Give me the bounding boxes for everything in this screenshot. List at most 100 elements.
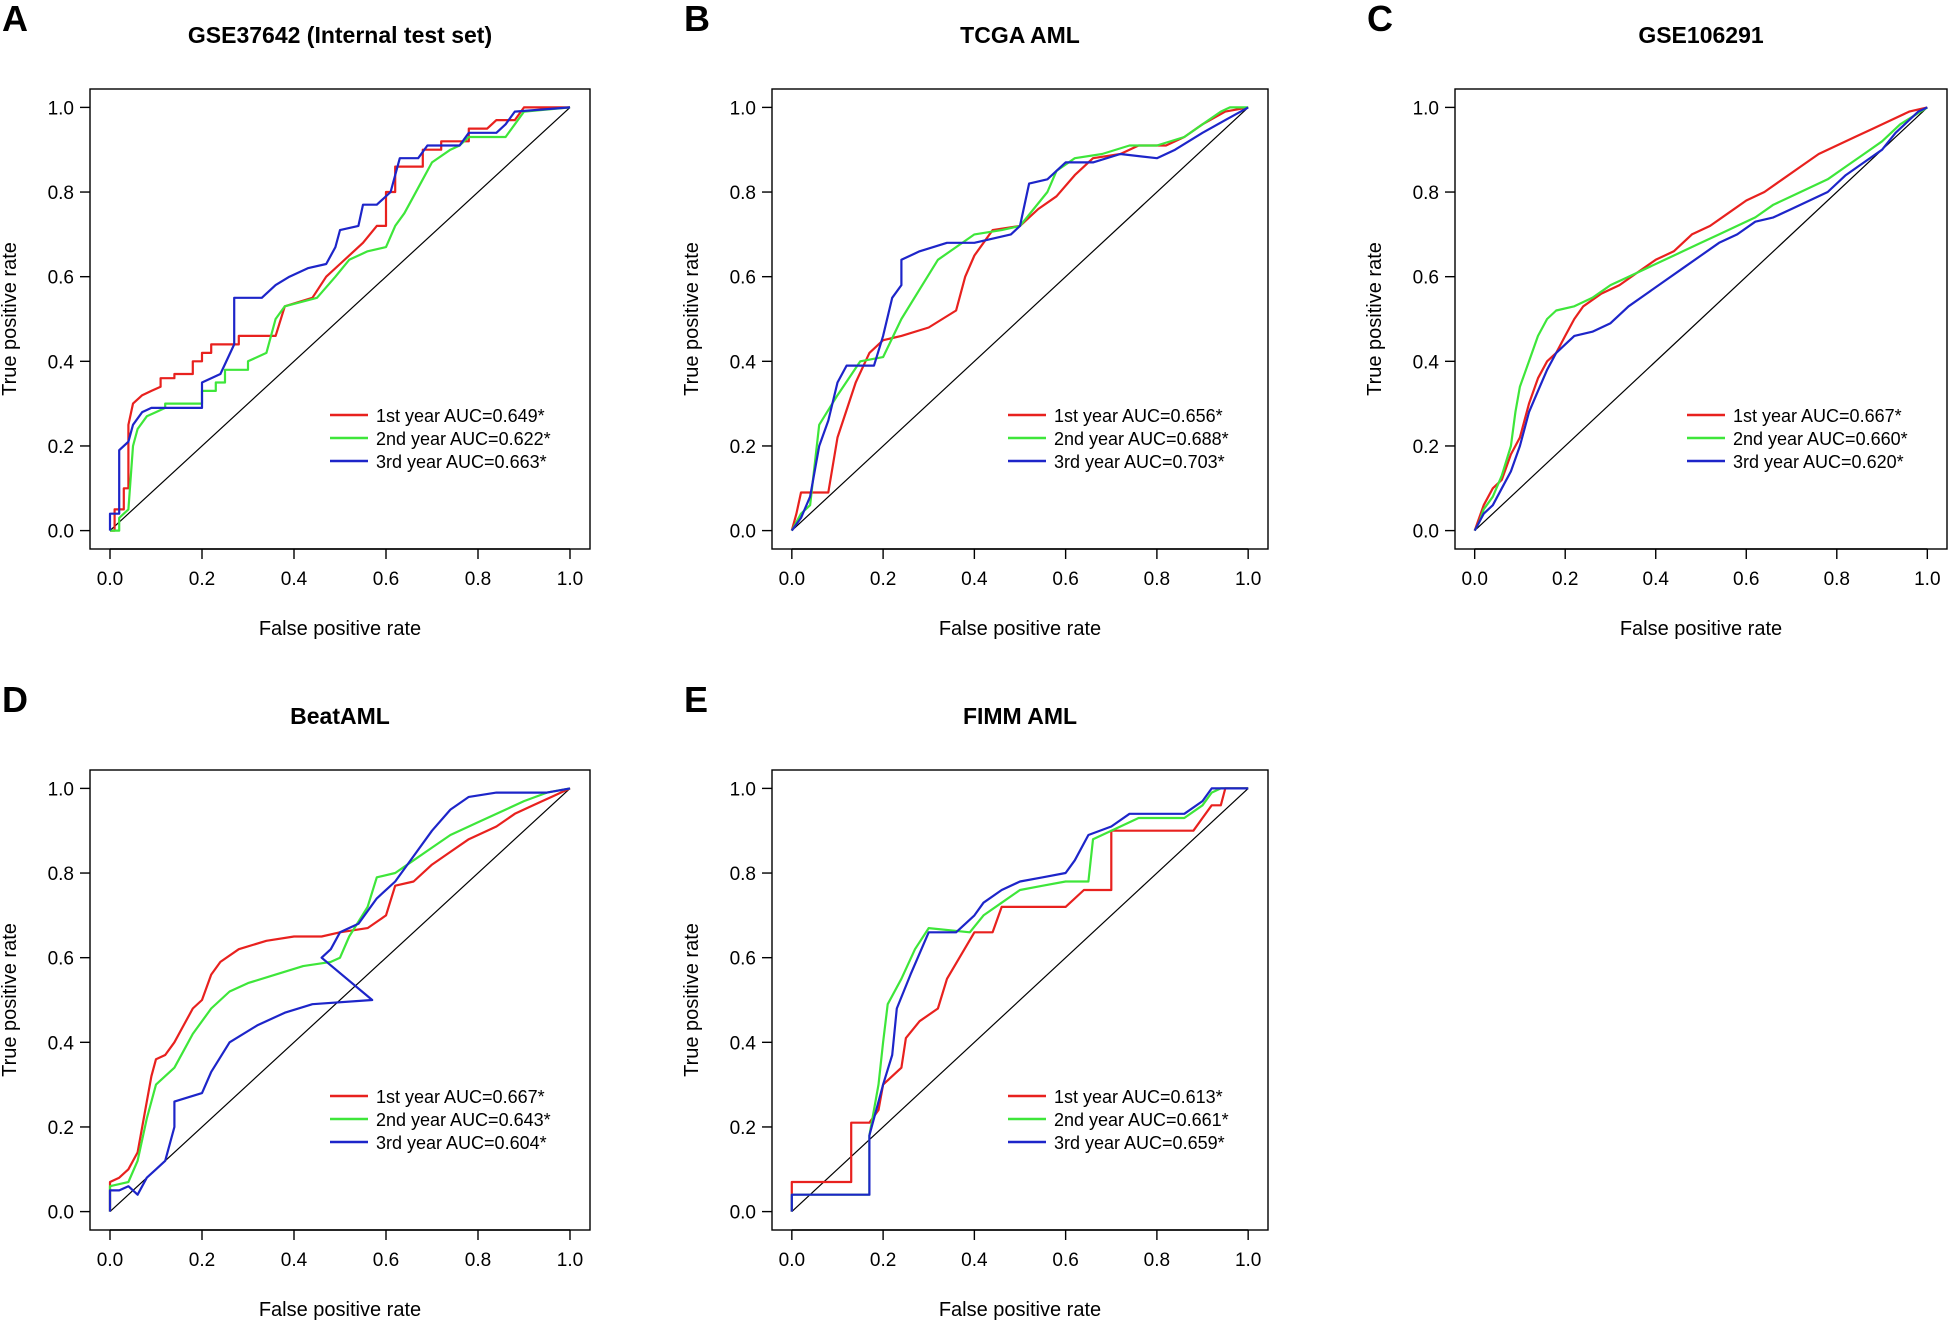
y-tick-label: 0.2 [48, 1118, 74, 1139]
x-tick-label: 0.6 [1052, 569, 1078, 590]
x-tick-label: 1.0 [1235, 1250, 1261, 1271]
reference-diagonal [791, 787, 1249, 1213]
y-tick-label: 0.0 [730, 522, 756, 543]
x-tick-label: 1.0 [1235, 569, 1261, 590]
y-axis: 0.0 0.2 0.4 0.6 0.8 1.0 [730, 98, 772, 543]
x-axis-title: False positive rate [259, 618, 421, 640]
x-tick-label: 0.2 [870, 569, 896, 590]
x-axis: 0.0 0.2 0.4 0.6 0.8 1.0 [97, 548, 583, 590]
chart-title: BeatAML [290, 703, 390, 729]
legend: 1st year AUC=0.667* 2nd year AUC=0.660* 3r… [1687, 406, 1908, 472]
x-tick-label: 0.2 [870, 1250, 896, 1271]
y-tick-label: 0.0 [730, 1203, 756, 1224]
legend-label-2: 2nd year AUC=0.661* [1054, 1110, 1229, 1130]
panel-letter: A [2, 0, 28, 39]
y-axis-title: True positive rate [681, 923, 703, 1077]
panel-letter: E [684, 679, 708, 720]
roc-line-3 [108, 106, 571, 531]
y-axis-title: True positive rate [1364, 242, 1386, 396]
legend-label-3: 3rd year AUC=0.663* [376, 452, 547, 472]
y-tick-label: 0.4 [48, 352, 75, 373]
legend: 1st year AUC=0.667* 2nd year AUC=0.643* 3r… [330, 1087, 551, 1153]
roc-line-3 [108, 787, 571, 1212]
y-tick-label: 0.6 [48, 268, 74, 289]
legend: 1st year AUC=0.649* 2nd year AUC=0.622* 3r… [330, 406, 551, 472]
x-axis: 0.0 0.2 0.4 0.6 0.8 1.0 [779, 548, 1261, 590]
x-tick-label: 0.4 [961, 1250, 988, 1271]
y-tick-label: 1.0 [48, 98, 74, 119]
roc-line-1 [108, 787, 571, 1212]
x-tick-label: 0.0 [1461, 569, 1487, 590]
x-tick-label: 0.8 [1144, 1250, 1170, 1271]
x-tick-label: 0.2 [1552, 569, 1578, 590]
x-tick-label: 0.0 [97, 1250, 123, 1271]
y-tick-label: 0.2 [48, 437, 74, 458]
x-tick-label: 0.6 [1052, 1250, 1078, 1271]
legend-label-1: 1st year AUC=0.656* [1054, 406, 1223, 426]
y-tick-label: 0.8 [48, 183, 74, 204]
x-tick-label: 0.0 [779, 569, 805, 590]
chart-title: TCGA AML [960, 22, 1080, 48]
y-tick-label: 0.8 [730, 864, 756, 885]
x-tick-label: 1.0 [557, 1250, 583, 1271]
legend-label-2: 2nd year AUC=0.660* [1733, 429, 1908, 449]
x-tick-label: 1.0 [557, 569, 583, 590]
y-tick-label: 0.0 [48, 522, 74, 543]
legend-label-1: 1st year AUC=0.649* [376, 406, 545, 426]
x-tick-label: 0.2 [189, 569, 215, 590]
x-tick-label: 0.8 [465, 569, 491, 590]
roc-line-3 [790, 106, 1249, 532]
roc-line-2 [1473, 106, 1928, 532]
x-tick-label: 0.2 [189, 1250, 215, 1271]
y-tick-label: 0.6 [48, 949, 74, 970]
legend-label-1: 1st year AUC=0.667* [1733, 406, 1902, 426]
y-axis: 0.0 0.2 0.4 0.6 0.8 1.0 [730, 779, 772, 1224]
y-tick-label: 1.0 [730, 98, 756, 119]
y-tick-label: 0.8 [1413, 183, 1439, 204]
y-tick-label: 0.4 [48, 1033, 75, 1054]
legend-label-2: 2nd year AUC=0.688* [1054, 429, 1229, 449]
y-tick-label: 1.0 [1413, 98, 1439, 119]
y-tick-label: 1.0 [730, 779, 756, 800]
x-tick-label: 0.8 [465, 1250, 491, 1271]
y-axis-title: True positive rate [0, 242, 21, 396]
legend: 1st year AUC=0.613* 2nd year AUC=0.661* 3r… [1008, 1087, 1229, 1153]
panel-letter: C [1367, 0, 1393, 39]
legend-label-3: 3rd year AUC=0.659* [1054, 1133, 1225, 1153]
x-tick-label: 0.0 [779, 1250, 805, 1271]
y-axis: 0.0 0.2 0.4 0.6 0.8 1.0 [48, 98, 90, 543]
y-axis-title: True positive rate [0, 923, 21, 1077]
roc-line-2 [110, 106, 571, 532]
reference-diagonal [791, 106, 1249, 532]
x-tick-label: 0.4 [961, 569, 988, 590]
y-tick-label: 0.8 [730, 183, 756, 204]
roc-line-2 [108, 787, 571, 1212]
roc-line-3 [790, 787, 1249, 1212]
x-tick-label: 0.6 [373, 1250, 399, 1271]
y-tick-label: 0.8 [48, 864, 74, 885]
x-tick-label: 0.0 [97, 569, 123, 590]
roc-line-2 [790, 787, 1249, 1212]
y-tick-label: 1.0 [48, 779, 74, 800]
y-tick-label: 0.2 [730, 1118, 756, 1139]
y-tick-label: 0.6 [1413, 268, 1439, 289]
panel-letter: D [2, 679, 28, 720]
chart-title: GSE106291 [1638, 22, 1764, 48]
legend-label-3: 3rd year AUC=0.703* [1054, 452, 1225, 472]
x-tick-label: 0.8 [1824, 569, 1850, 590]
panel-e: E FIMM AML 0.0 0.2 0.4 0.6 0.8 1.0 False positiv… [681, 679, 1269, 1321]
x-tick-label: 0.6 [1733, 569, 1759, 590]
y-tick-label: 0.2 [730, 437, 756, 458]
x-tick-label: 0.4 [1643, 569, 1670, 590]
y-tick-label: 0.6 [730, 949, 756, 970]
roc-line-2 [790, 106, 1249, 532]
legend-label-3: 3rd year AUC=0.620* [1733, 452, 1904, 472]
x-axis-title: False positive rate [1620, 618, 1782, 640]
reference-diagonal [1474, 106, 1928, 532]
x-tick-label: 1.0 [1914, 569, 1940, 590]
x-tick-label: 0.8 [1144, 569, 1170, 590]
y-tick-label: 0.4 [730, 352, 757, 373]
x-tick-label: 0.4 [281, 1250, 308, 1271]
roc-line-1 [110, 106, 570, 532]
